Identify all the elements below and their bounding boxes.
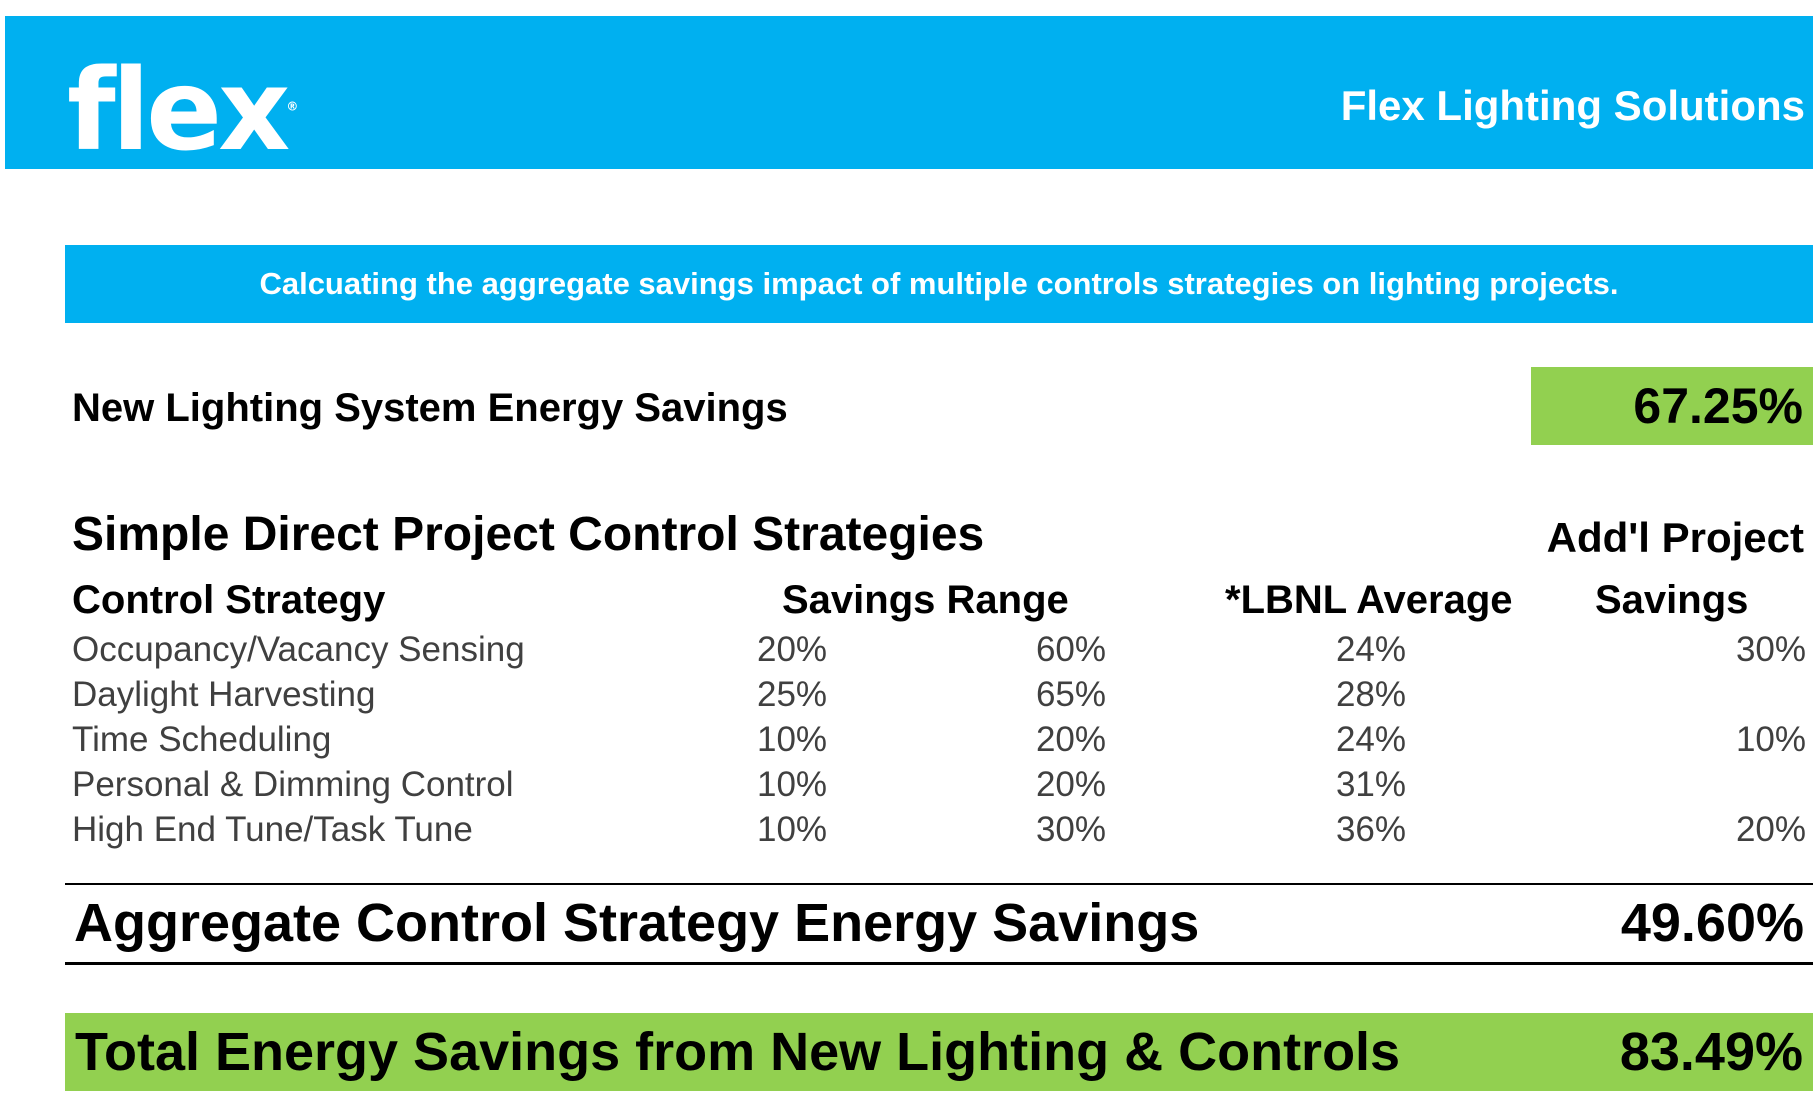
column-header-lbnl: *LBNL Average — [1225, 578, 1513, 622]
table-row: Personal & Dimming Control 10% 20% 31% — [0, 765, 1818, 810]
table-row: Occupancy/Vacancy Sensing 20% 60% 24% 30% — [0, 630, 1818, 675]
divider-bottom — [65, 962, 1813, 965]
total-bar: Total Energy Savings from New Lighting &… — [65, 1013, 1813, 1091]
column-header-range: Savings Range — [782, 578, 1069, 622]
total-value[interactable]: 83.49% — [1619, 1022, 1803, 1082]
cell-low[interactable]: 10% — [757, 765, 828, 804]
cell-addl[interactable]: 30% — [1735, 630, 1806, 669]
table-row: Time Scheduling 10% 20% 24% 10% — [0, 720, 1818, 765]
column-header-addl-line1: Add'l Project — [1546, 514, 1804, 561]
description-banner: Calcuating the aggregate savings impact … — [65, 245, 1813, 323]
cell-low[interactable]: 10% — [757, 720, 828, 759]
flex-logo: flex® — [67, 46, 299, 176]
banner-text: Calcuating the aggregate savings impact … — [259, 266, 1619, 301]
cell-addl[interactable]: 20% — [1735, 810, 1806, 849]
column-header-strategy: Control Strategy — [72, 578, 386, 622]
cell-lbnl[interactable]: 24% — [1335, 630, 1406, 669]
cell-lbnl[interactable]: 28% — [1335, 675, 1406, 714]
cell-name: Daylight Harvesting — [72, 675, 376, 714]
cell-lbnl[interactable]: 36% — [1335, 810, 1406, 849]
cell-lbnl[interactable]: 31% — [1335, 765, 1406, 804]
cell-high[interactable]: 20% — [1035, 765, 1106, 804]
table-row: Daylight Harvesting 25% 65% 28% — [0, 675, 1818, 720]
logo-text: flex — [67, 46, 290, 176]
cell-high[interactable]: 60% — [1035, 630, 1106, 669]
cell-low[interactable]: 20% — [757, 630, 828, 669]
cell-name: Personal & Dimming Control — [72, 765, 514, 804]
cell-low[interactable]: 10% — [757, 810, 828, 849]
total-label: Total Energy Savings from New Lighting &… — [75, 1022, 1401, 1082]
cell-low[interactable]: 25% — [757, 675, 828, 714]
section-title: Simple Direct Project Control Strategies — [72, 508, 985, 561]
app-title: Flex Lighting Solutions — [1340, 82, 1805, 129]
aggregate-value[interactable]: 49.60% — [1620, 893, 1804, 953]
cell-name: Time Scheduling — [72, 720, 332, 759]
header-bar: flex® Flex Lighting Solutions — [5, 16, 1813, 176]
cell-high[interactable]: 30% — [1035, 810, 1106, 849]
cell-name: Occupancy/Vacancy Sensing — [72, 630, 525, 669]
new-lighting-label: New Lighting System Energy Savings — [72, 386, 788, 430]
divider-top — [65, 883, 1813, 885]
aggregate-label: Aggregate Control Strategy Energy Saving… — [74, 893, 1200, 953]
cell-lbnl[interactable]: 24% — [1335, 720, 1406, 759]
cell-addl[interactable]: 10% — [1735, 720, 1806, 759]
table-row: High End Tune/Task Tune 10% 30% 36% 20% — [0, 810, 1818, 855]
cell-high[interactable]: 65% — [1035, 675, 1106, 714]
column-header-addl-line2: Savings — [1595, 578, 1749, 622]
cell-high[interactable]: 20% — [1035, 720, 1106, 759]
cell-name: High End Tune/Task Tune — [72, 810, 473, 849]
new-lighting-value[interactable]: 67.25% — [1531, 367, 1813, 445]
new-lighting-value-text: 67.25% — [1633, 378, 1803, 434]
